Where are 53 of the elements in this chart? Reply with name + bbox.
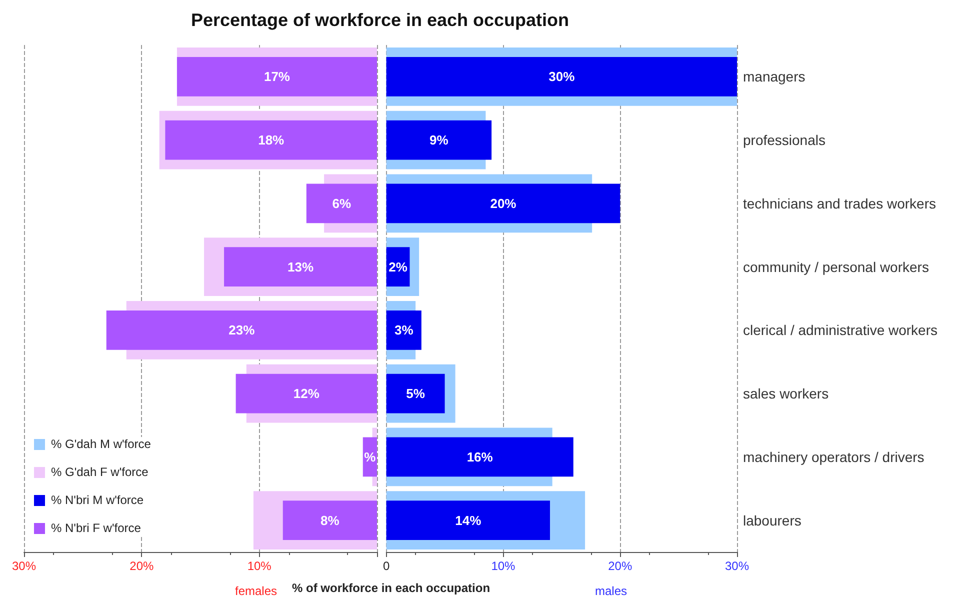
- bar: [165, 120, 377, 160]
- bar: [386, 500, 550, 540]
- x-tick-label: 30%: [12, 559, 36, 573]
- y-tick-label: professionals: [743, 132, 826, 148]
- x-tick-label: 30%: [724, 559, 750, 573]
- data-label: 6%: [332, 196, 352, 211]
- bar: [106, 310, 377, 350]
- bar: [386, 437, 574, 477]
- bar: [386, 120, 492, 160]
- legend-label: % G'dah F w'force: [51, 465, 148, 479]
- text: males: [595, 584, 628, 598]
- bar: [386, 310, 422, 350]
- x-tick-label: 10%: [491, 559, 516, 573]
- bar: [176, 57, 377, 96]
- data-label: 23%: [228, 322, 256, 338]
- data-label: 14%: [455, 512, 482, 528]
- data-label: 8%: [320, 512, 340, 528]
- bar: [224, 247, 377, 286]
- bar: [282, 500, 377, 540]
- x-tick-label: 10%: [247, 559, 272, 573]
- x-axis-title: % of workforce in each occupation: [292, 581, 490, 595]
- data-label: 13%: [288, 259, 314, 274]
- y-tick-label: community / personal workers: [743, 258, 929, 275]
- data-label: 17%: [264, 69, 290, 84]
- data-label: 2%: [388, 259, 408, 274]
- data-label: 3%: [394, 322, 414, 338]
- bar: [386, 374, 445, 414]
- y-tick-label: machinery operators / drivers: [743, 448, 924, 465]
- data-label: 30%: [548, 69, 576, 84]
- chart-title: Percentage of workforce in each occupation: [190, 10, 570, 31]
- data-label: 5%: [406, 386, 426, 402]
- data-label: 18%: [258, 132, 285, 148]
- data-label: 12%: [293, 386, 320, 402]
- legend-label: % N'bri M w'force: [51, 493, 144, 507]
- x-tick-label: 20%: [608, 559, 632, 573]
- legend-label: % N'bri F w'force: [51, 521, 141, 535]
- y-tick-label: clerical / administrative workers: [743, 322, 938, 338]
- bar: [386, 57, 737, 96]
- y-tick-label: technicians and trades workers: [743, 195, 936, 212]
- bar: [236, 374, 377, 414]
- data-label: %: [364, 449, 376, 464]
- data-label: 9%: [430, 132, 449, 148]
- y-tick-label: sales workers: [743, 386, 829, 402]
- x-tick-label: 0: [382, 559, 390, 573]
- text: females: [235, 584, 278, 598]
- bar: [386, 184, 620, 224]
- data-label: 16%: [466, 449, 494, 464]
- legend-label: % G'dah M w'force: [51, 437, 151, 451]
- x-tick-label: 20%: [130, 559, 154, 573]
- data-label: 20%: [490, 196, 517, 211]
- y-tick-label: labourers: [743, 512, 802, 528]
- y-tick-label: managers: [743, 68, 806, 85]
- bar: [306, 184, 377, 224]
